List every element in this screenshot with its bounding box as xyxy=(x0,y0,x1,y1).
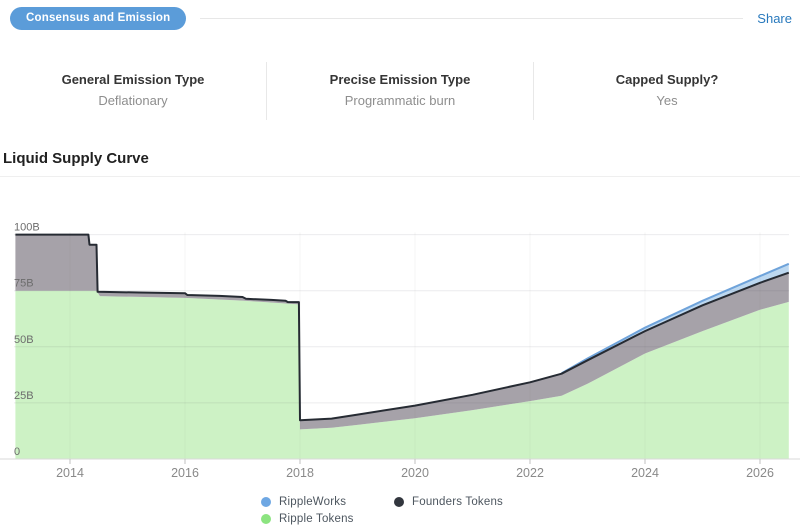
consensus-emission-tab[interactable]: Consensus and Emission xyxy=(10,6,187,30)
svg-text:50B: 50B xyxy=(14,334,34,346)
rippleworks-dot-icon xyxy=(261,497,271,507)
info-value: Yes xyxy=(656,93,678,108)
share-link[interactable]: Share xyxy=(757,10,792,26)
svg-text:2014: 2014 xyxy=(56,466,84,480)
svg-text:75B: 75B xyxy=(14,278,34,290)
section-divider xyxy=(0,176,800,177)
info-label: Capped Supply? xyxy=(615,72,719,87)
svg-text:2022: 2022 xyxy=(516,466,544,480)
ripple-tokens-area xyxy=(15,290,789,459)
header-divider xyxy=(200,17,744,19)
founders-tokens-area xyxy=(15,234,789,430)
rippleworks-area xyxy=(561,263,789,374)
info-col-capped-supply: Capped Supply? Yes xyxy=(533,62,800,120)
ripple-tokens-dot-icon xyxy=(261,514,271,524)
svg-text:2020: 2020 xyxy=(401,466,429,480)
founders-tokens-dot-icon xyxy=(394,497,404,507)
rippleworks-line xyxy=(561,262,790,375)
svg-text:2024: 2024 xyxy=(631,466,659,480)
svg-text:0: 0 xyxy=(14,446,20,458)
info-value: Deflationary xyxy=(98,93,168,108)
legend-label: RippleWorks xyxy=(279,496,347,508)
legend-label: Founders Tokens xyxy=(412,496,504,508)
liquid-supply-curve-title: Liquid Supply Curve xyxy=(3,150,149,167)
supply-chart-svg: 100B 75B 50B 25B 0 2014 2016 2018 2020 2022 2024 20… xyxy=(0,222,800,480)
legend-item-rippleworks[interactable]: RippleWorks xyxy=(261,494,394,510)
legend-item-ripple-tokens[interactable]: Ripple Tokens xyxy=(261,511,394,527)
legend-label: Ripple Tokens xyxy=(279,513,354,525)
legend-item-founders-tokens[interactable]: Founders Tokens xyxy=(394,494,503,510)
liquid-supply-chart[interactable]: 100B 75B 50B 25B 0 2014 2016 2018 2020 2022 2024 20… xyxy=(0,222,800,484)
info-value: Programmatic burn xyxy=(344,93,456,108)
info-col-general-emission: General Emission Type Deflationary xyxy=(0,62,266,120)
svg-text:2026: 2026 xyxy=(746,466,774,480)
svg-text:25B: 25B xyxy=(14,390,34,402)
info-col-precise-emission: Precise Emission Type Programmatic burn xyxy=(266,62,533,120)
panel-header: Consensus and Emission Share xyxy=(10,6,792,30)
info-label: General Emission Type xyxy=(61,72,205,87)
emission-info-row: General Emission Type Deflationary Preci… xyxy=(0,62,800,120)
total-supply-line xyxy=(15,233,790,422)
svg-text:100B: 100B xyxy=(14,222,40,234)
info-label: Precise Emission Type xyxy=(329,72,471,87)
chart-legend: RippleWorks Founders Tokens Ripple Token… xyxy=(261,494,503,527)
svg-text:2018: 2018 xyxy=(286,466,314,480)
svg-text:2016: 2016 xyxy=(171,466,199,480)
